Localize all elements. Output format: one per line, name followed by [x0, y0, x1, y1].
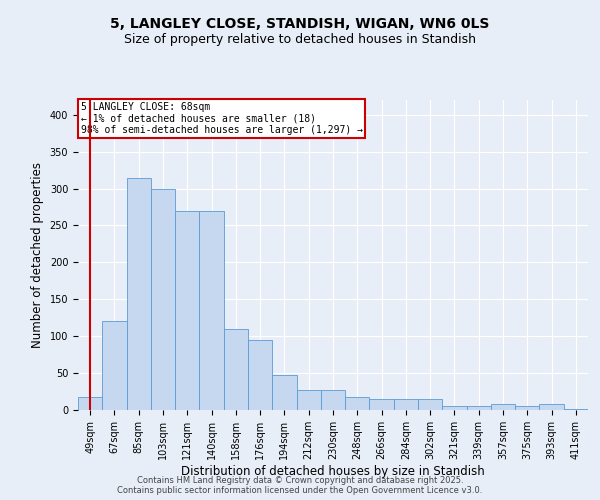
Bar [442, 406, 467, 410]
Bar [539, 404, 564, 410]
Bar [296, 390, 321, 410]
Bar [515, 406, 539, 410]
X-axis label: Distribution of detached houses by size in Standish: Distribution of detached houses by size … [181, 464, 485, 477]
Bar [78, 396, 102, 410]
Bar [491, 404, 515, 410]
Text: Size of property relative to detached houses in Standish: Size of property relative to detached ho… [124, 32, 476, 46]
Bar [370, 399, 394, 410]
Bar [199, 210, 224, 410]
Bar [345, 396, 370, 410]
Bar [272, 376, 296, 410]
Bar [394, 399, 418, 410]
Text: 5, LANGLEY CLOSE, STANDISH, WIGAN, WN6 0LS: 5, LANGLEY CLOSE, STANDISH, WIGAN, WN6 0… [110, 18, 490, 32]
Bar [224, 329, 248, 410]
Bar [127, 178, 151, 410]
Bar [321, 390, 345, 410]
Bar [102, 322, 127, 410]
Y-axis label: Number of detached properties: Number of detached properties [31, 162, 44, 348]
Bar [564, 408, 588, 410]
Bar [151, 188, 175, 410]
Bar [175, 210, 199, 410]
Bar [418, 399, 442, 410]
Text: 5 LANGLEY CLOSE: 68sqm
← 1% of detached houses are smaller (18)
98% of semi-deta: 5 LANGLEY CLOSE: 68sqm ← 1% of detached … [80, 102, 362, 134]
Text: Contains HM Land Registry data © Crown copyright and database right 2025.
Contai: Contains HM Land Registry data © Crown c… [118, 476, 482, 495]
Bar [467, 406, 491, 410]
Bar [248, 340, 272, 410]
